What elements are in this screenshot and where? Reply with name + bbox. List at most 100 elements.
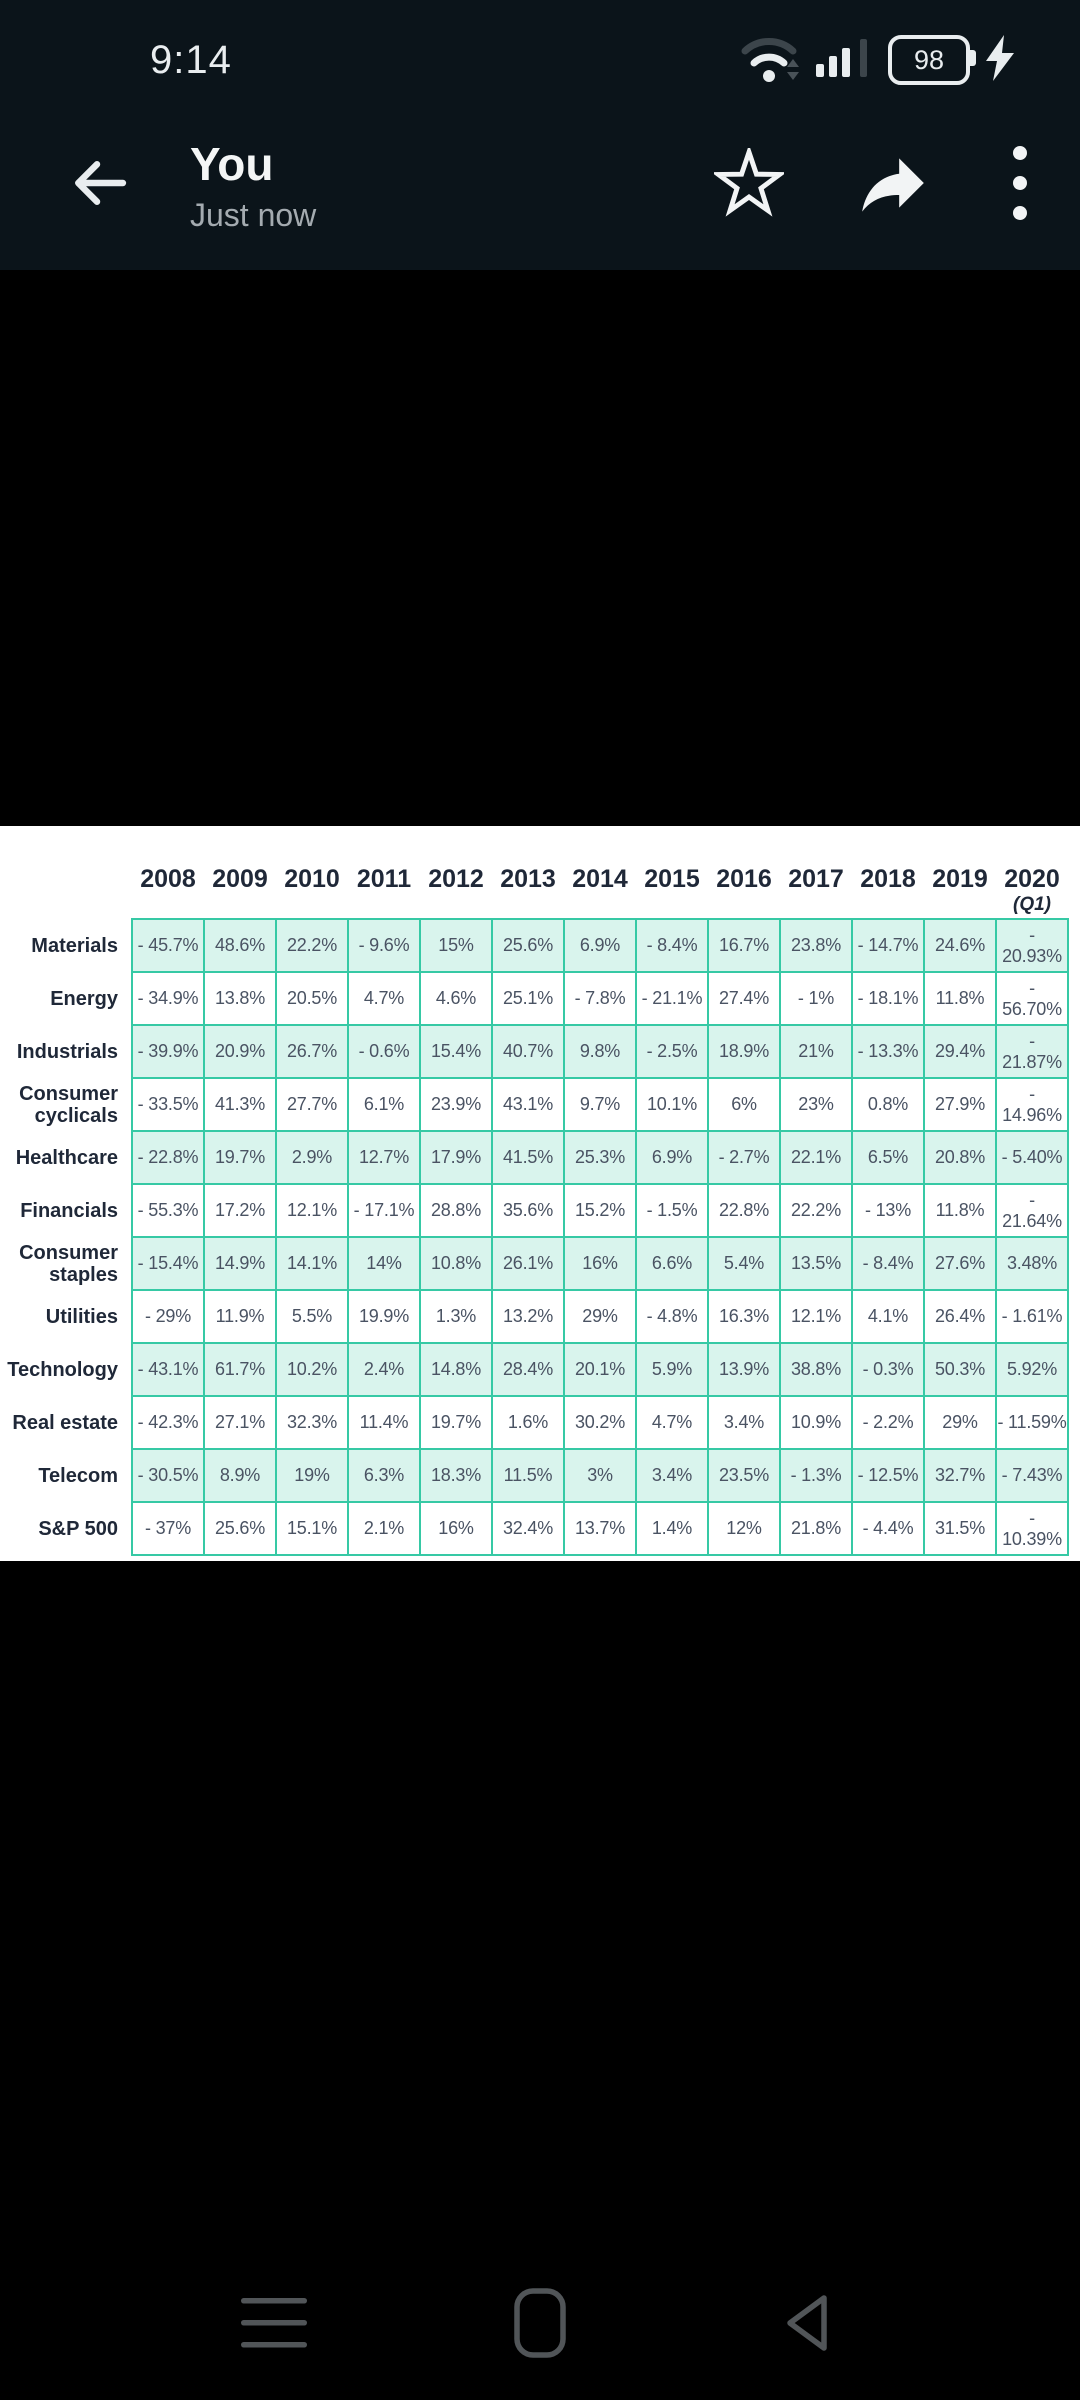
value-cell: 13.9% xyxy=(707,1342,781,1397)
value-cell: 48.6% xyxy=(203,918,277,973)
value-cell: 6.3% xyxy=(347,1448,421,1503)
value-cell: 24.6% xyxy=(923,918,997,973)
star-button[interactable] xyxy=(710,140,788,230)
value-cell: 20.8% xyxy=(923,1130,997,1185)
value-cell: 30.2% xyxy=(563,1395,637,1450)
value-cell: 4.7% xyxy=(635,1395,709,1450)
table-row: Consumer cyclicals - 33.5% 41.3% 27.7% 6.1% 2… xyxy=(0,1077,1069,1132)
status-icons: 98 xyxy=(740,32,1016,89)
back-nav-button[interactable] xyxy=(766,2280,846,2370)
value-cell: 12.1% xyxy=(275,1183,349,1238)
value-cell: - 8.4% xyxy=(851,1236,925,1291)
status-bar: 9:14 98 xyxy=(0,28,1080,92)
row-label: Technology xyxy=(0,1343,132,1396)
value-cell: 6.5% xyxy=(851,1130,925,1185)
value-cell: 11.9% xyxy=(203,1289,277,1344)
value-cell: 12.7% xyxy=(347,1130,421,1185)
value-cell: 28.8% xyxy=(419,1183,493,1238)
value-cell: 61.7% xyxy=(203,1342,277,1397)
row-label: Materials xyxy=(0,919,132,972)
value-cell: - 29% xyxy=(131,1289,205,1344)
value-cell: 16% xyxy=(419,1501,493,1556)
value-cell: 32.3% xyxy=(275,1395,349,1450)
value-cell: - 15.4% xyxy=(131,1236,205,1291)
value-cell: 14.1% xyxy=(275,1236,349,1291)
table-row: Healthcare - 22.8% 19.7% 2.9% 12.7% 17.9% 41.5… xyxy=(0,1130,1069,1185)
value-cell: 31.5% xyxy=(923,1501,997,1556)
value-cell: 27.6% xyxy=(923,1236,997,1291)
value-cell: 14.8% xyxy=(419,1342,493,1397)
value-cell: - 2.2% xyxy=(851,1395,925,1450)
value-cell: 20.1% xyxy=(563,1342,637,1397)
value-cell: - 10.39% xyxy=(995,1501,1069,1556)
value-cell: - 55.3% xyxy=(131,1183,205,1238)
value-cell: - 0.3% xyxy=(851,1342,925,1397)
value-cell: - 18.1% xyxy=(851,971,925,1026)
value-cell: 22.2% xyxy=(275,918,349,973)
recents-icon xyxy=(241,2297,307,2354)
value-cell: 6.1% xyxy=(347,1077,421,1132)
value-cell: 13.5% xyxy=(779,1236,853,1291)
sector-returns-table: 2008 2009 2010 2011 2012 2013 2014 2015 2016 2017… xyxy=(0,826,1069,1556)
row-label: Telecom xyxy=(0,1449,132,1502)
year-header: 2008 xyxy=(132,826,204,919)
row-label: Consumer cyclicals xyxy=(0,1078,132,1131)
value-cell: 26.4% xyxy=(923,1289,997,1344)
back-button[interactable] xyxy=(52,135,142,235)
forward-button[interactable] xyxy=(854,140,932,230)
value-cell: 23.9% xyxy=(419,1077,493,1132)
year-header: 2017 xyxy=(780,826,852,919)
value-cell: 21% xyxy=(779,1024,853,1079)
value-cell: 6.9% xyxy=(635,1130,709,1185)
value-cell: 14% xyxy=(347,1236,421,1291)
value-cell: 35.6% xyxy=(491,1183,565,1238)
value-cell: 29.4% xyxy=(923,1024,997,1079)
value-cell: 20.5% xyxy=(275,971,349,1026)
photo-viewer[interactable]: 2008 2009 2010 2011 2012 2013 2014 2015 2016 2017… xyxy=(0,270,1080,2270)
value-cell: 27.9% xyxy=(923,1077,997,1132)
value-cell: 16% xyxy=(563,1236,637,1291)
value-cell: 38.8% xyxy=(779,1342,853,1397)
sender-name: You xyxy=(190,137,274,190)
forward-arrow-icon xyxy=(856,152,930,219)
value-cell: 8.9% xyxy=(203,1448,277,1503)
menu-button[interactable] xyxy=(998,140,1042,230)
value-cell: 27.1% xyxy=(203,1395,277,1450)
photo-table-panel: 2008 2009 2010 2011 2012 2013 2014 2015 2016 2017… xyxy=(0,826,1080,1561)
value-cell: 28.4% xyxy=(491,1342,565,1397)
value-cell: 2.4% xyxy=(347,1342,421,1397)
table-row: Financials - 55.3% 17.2% 12.1% - 17.1% 28.8% 3… xyxy=(0,1183,1069,1238)
value-cell: - 0.6% xyxy=(347,1024,421,1079)
value-cell: 6% xyxy=(707,1077,781,1132)
value-cell: - 2.5% xyxy=(635,1024,709,1079)
value-cell: 29% xyxy=(563,1289,637,1344)
value-cell: 32.4% xyxy=(491,1501,565,1556)
cell-signal-icon xyxy=(816,37,874,84)
value-cell: - 14.96% xyxy=(995,1077,1069,1132)
value-cell: - 21.64% xyxy=(995,1183,1069,1238)
recents-button[interactable] xyxy=(234,2280,314,2370)
table-row: Utilities - 29% 11.9% 5.5% 19.9% 1.3% 13.2% 29%… xyxy=(0,1289,1069,1344)
value-cell: 25.6% xyxy=(491,918,565,973)
row-label: Real estate xyxy=(0,1396,132,1449)
value-cell: 17.9% xyxy=(419,1130,493,1185)
header-actions xyxy=(710,140,1042,230)
value-cell: - 20.93% xyxy=(995,918,1069,973)
table-row: Telecom - 30.5% 8.9% 19% 6.3% 18.3% 11.5% 3% 3.4… xyxy=(0,1448,1069,1503)
value-cell: 2.9% xyxy=(275,1130,349,1185)
value-cell: 15.4% xyxy=(419,1024,493,1079)
home-button[interactable] xyxy=(500,2280,580,2370)
sender-info[interactable]: You Just now xyxy=(190,137,316,234)
value-cell: 3.48% xyxy=(995,1236,1069,1291)
row-label: Financials xyxy=(0,1184,132,1237)
value-cell: - 21.1% xyxy=(635,971,709,1026)
value-cell: - 11.59% xyxy=(995,1395,1069,1450)
value-cell: 22.2% xyxy=(779,1183,853,1238)
year-header: 2020 (Q1) xyxy=(996,826,1068,919)
value-cell: 18.3% xyxy=(419,1448,493,1503)
year-header: 2016 xyxy=(708,826,780,919)
value-cell: 9.7% xyxy=(563,1077,637,1132)
value-cell: 23.8% xyxy=(779,918,853,973)
row-label: Utilities xyxy=(0,1290,132,1343)
year-header: 2010 xyxy=(276,826,348,919)
